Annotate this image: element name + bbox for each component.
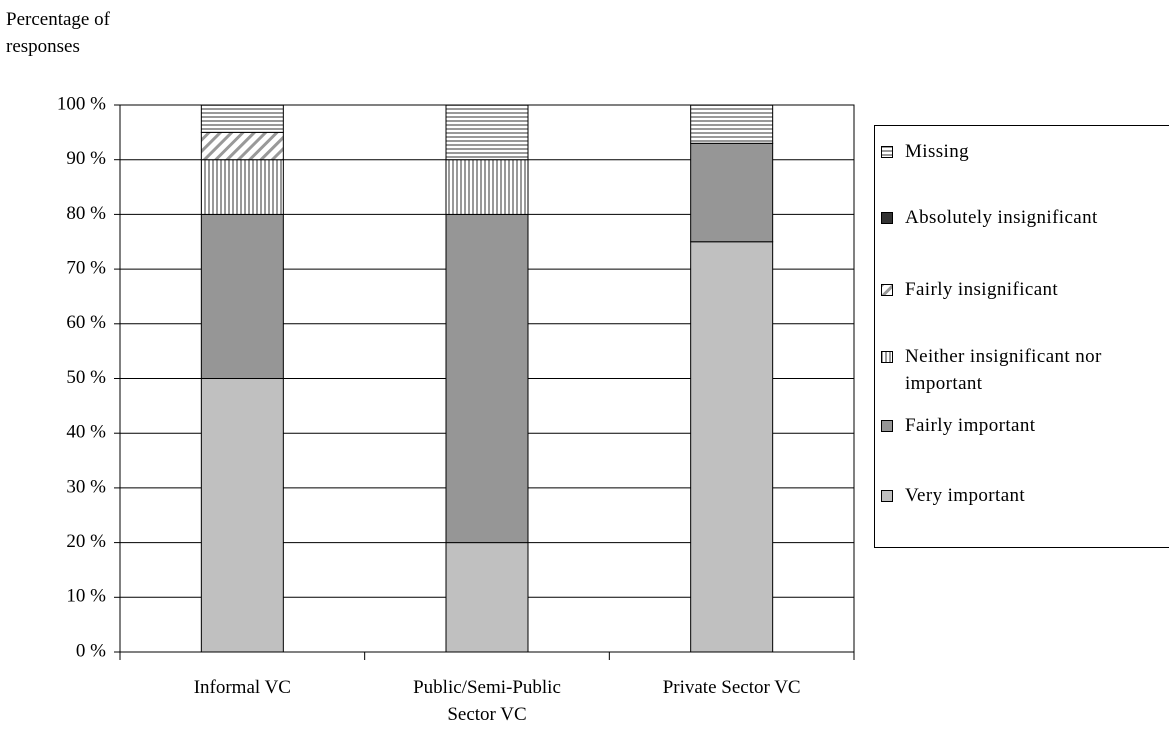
y-tick-label: 80 %: [66, 203, 106, 224]
legend-item: Neither insignificant nor important: [881, 343, 1169, 397]
legend-label: Very important: [905, 485, 1026, 506]
legend-swatch: [881, 146, 893, 158]
y-tick-label: 50 %: [66, 367, 106, 388]
legend-item: Missing: [881, 138, 1169, 165]
y-tick-label: 60 %: [66, 312, 106, 333]
bar-segment: [445, 159, 529, 215]
legend-label: Missing: [905, 141, 970, 162]
y-tick-label: 40 %: [66, 422, 106, 443]
bar-segment: [200, 378, 284, 653]
legend-label: Fairly insignificant: [905, 279, 1059, 300]
legend-label: Fairly important: [905, 415, 1036, 436]
bar-segment: [690, 142, 774, 243]
y-tick-label: 0 %: [76, 640, 106, 661]
y-tick-label: 90 %: [66, 148, 106, 169]
x-tick-label: Informal VC: [193, 677, 291, 698]
bar-segment: [445, 542, 529, 653]
legend: Missing Absolutely insignificant Fairly in…: [874, 125, 1169, 548]
legend-swatch-rect: [881, 420, 893, 432]
y-tick-label: 100 %: [57, 93, 106, 114]
legend-swatch: [881, 351, 893, 363]
legend-label: Neither insignificant nor important: [905, 346, 1102, 394]
y-axis-title: Percentage of responses: [6, 9, 110, 57]
y-tick-label: 20 %: [66, 531, 106, 552]
legend-swatch: [881, 212, 893, 224]
bar-segment: [200, 131, 284, 161]
legend-item: Very important: [881, 482, 1169, 509]
legend-swatch-rect: [881, 351, 893, 363]
x-tick-label: Public/Semi-Public Sector VC: [413, 677, 561, 725]
legend-swatch: [881, 420, 893, 432]
y-tick-label: 70 %: [66, 257, 106, 278]
legend-item: Fairly insignificant: [881, 276, 1169, 303]
bar-segment: [200, 213, 284, 379]
x-tick-label: Private Sector VC: [662, 677, 801, 698]
bar-segment: [200, 104, 284, 133]
y-tick-label: 30 %: [66, 476, 106, 497]
legend-swatch-rect: [881, 212, 893, 224]
legend-item: Fairly important: [881, 412, 1169, 439]
bar-segment: [445, 104, 529, 161]
legend-swatch-rect: [881, 146, 893, 158]
bar-segment: [690, 241, 774, 653]
bar-segment: [445, 213, 529, 544]
bar-segment: [200, 159, 284, 215]
y-tick-label: 10 %: [66, 586, 106, 607]
legend-swatch-rect: [881, 284, 893, 296]
legend-item: Absolutely insignificant: [881, 204, 1169, 231]
bar-segment: [690, 104, 774, 144]
legend-label: Absolutely insignificant: [905, 207, 1098, 228]
legend-swatch-rect: [881, 490, 893, 502]
legend-swatch: [881, 490, 893, 502]
legend-swatch: [881, 284, 893, 296]
